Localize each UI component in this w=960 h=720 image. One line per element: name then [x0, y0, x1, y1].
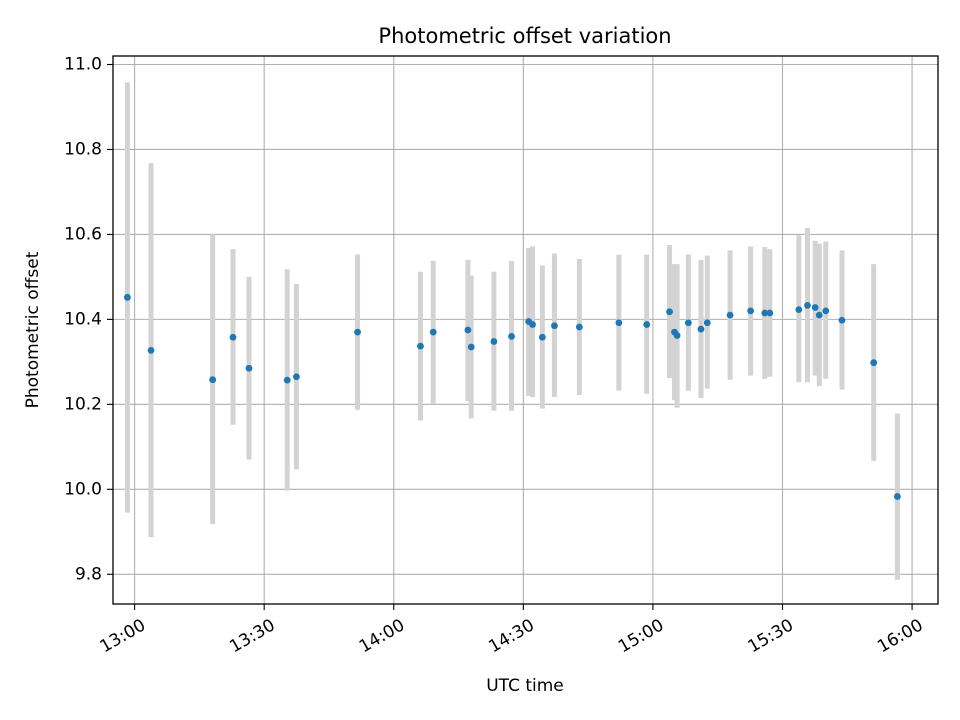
data-point: [283, 376, 291, 384]
y-tick-label: 10.8: [64, 139, 102, 159]
data-point: [229, 333, 237, 341]
data-point: [508, 332, 515, 340]
data-point: [615, 319, 623, 327]
data-point: [429, 328, 437, 336]
y-axis-ticks: 9.8 10.0 10.2 10.4 10.6 10.8 11.0: [64, 54, 113, 584]
x-axis-label: UTC time: [486, 676, 564, 696]
data-point: [815, 311, 823, 319]
data-point: [123, 293, 131, 301]
data-point: [804, 301, 811, 309]
data-point: [766, 309, 774, 317]
data-point: [643, 321, 651, 328]
data-point: [209, 376, 217, 384]
data-point: [893, 493, 901, 500]
data-point: [490, 338, 498, 345]
data-point: [529, 321, 536, 328]
data-point: [551, 322, 558, 330]
y-tick-label: 10.4: [64, 309, 102, 329]
data-point: [697, 325, 705, 333]
y-tick-label: 9.8: [75, 564, 102, 584]
data-point: [761, 309, 769, 317]
data-point: [293, 373, 300, 381]
plot-frame: [112, 55, 939, 605]
data-point: [726, 311, 734, 319]
data-point: [822, 307, 830, 315]
data-point: [703, 319, 711, 327]
data-point: [747, 307, 755, 315]
data-point: [666, 308, 673, 316]
y-tick-label: 10.2: [64, 394, 102, 414]
data-point: [870, 359, 878, 367]
data-markers: [123, 293, 901, 500]
y-tick-label: 10.6: [64, 224, 102, 244]
data-point: [538, 333, 546, 341]
data-point: [354, 328, 361, 336]
chart-title: Photometric offset variation: [378, 24, 671, 48]
y-tick-label: 10.0: [64, 479, 102, 499]
data-point: [575, 323, 583, 331]
data-point: [147, 346, 155, 354]
y-axis-label: Photometric offset: [23, 251, 43, 408]
data-point: [467, 343, 475, 351]
data-point: [838, 316, 846, 324]
data-point: [795, 306, 803, 314]
data-point: [417, 342, 424, 350]
data-point: [811, 304, 819, 311]
y-tick-label: 11.0: [64, 54, 102, 74]
data-point: [245, 364, 253, 372]
data-point: [673, 332, 681, 339]
data-point: [684, 319, 692, 327]
data-point: [464, 326, 472, 334]
